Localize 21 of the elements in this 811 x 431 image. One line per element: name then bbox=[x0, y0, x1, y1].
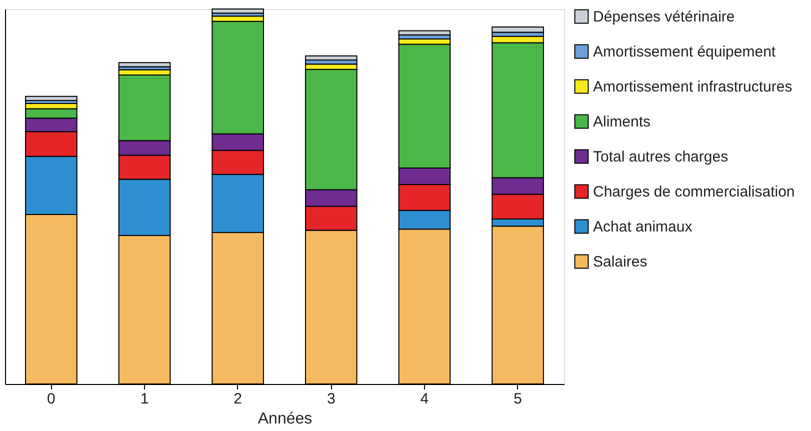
bar bbox=[212, 8, 264, 14]
legend-label: Salaires bbox=[593, 254, 648, 270]
x-tick-label: 3 bbox=[326, 390, 336, 408]
x-tick-label: 0 bbox=[47, 390, 56, 408]
legend-label: Amortissement équipement bbox=[593, 44, 776, 60]
legend-label: Total autres charges bbox=[593, 148, 728, 166]
x-tick-label: 5 bbox=[514, 390, 522, 408]
bar bbox=[118, 62, 171, 68]
bar bbox=[25, 96, 78, 101]
x-tick-label: 4 bbox=[420, 390, 429, 408]
legend-label: Amortissement infrastructures bbox=[593, 78, 792, 96]
bar bbox=[398, 30, 451, 36]
bar bbox=[304, 55, 358, 60]
legend-label: Charges de commercialisation bbox=[593, 184, 795, 200]
x-tick-label: 1 bbox=[140, 390, 149, 408]
x-axis-title: Années bbox=[258, 410, 312, 428]
bar bbox=[492, 26, 544, 33]
legend-label: Achat animaux bbox=[593, 218, 693, 236]
legend-label: Dépenses vétérinaire bbox=[593, 8, 735, 26]
legend-label: Aliments bbox=[593, 114, 651, 130]
x-tick-label: 2 bbox=[234, 390, 242, 408]
